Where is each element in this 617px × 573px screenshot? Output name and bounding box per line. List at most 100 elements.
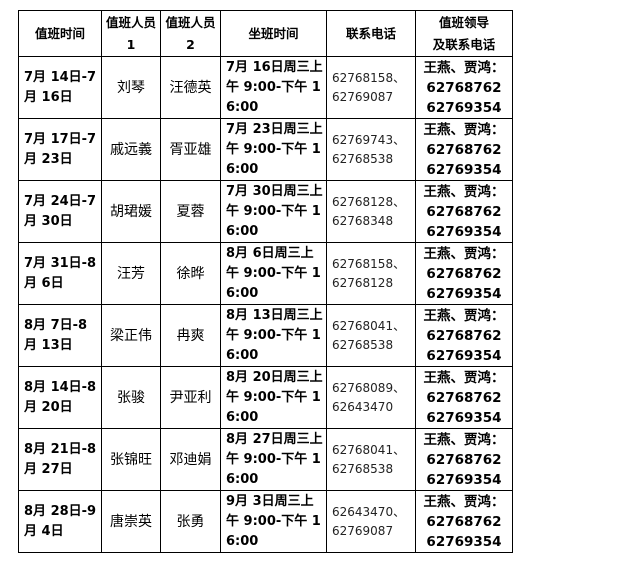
duty-schedule-table: 值班时间 值班人员 1 值班人员 2 坐班时间 联系电话 值班领导及联系电话 7月 … xyxy=(18,10,513,553)
table-row: 8月 21日-8月 27日 张锦旺 邓迪娟 8月 27日周三上午 9:00-下午 16… xyxy=(18,428,513,491)
table-row: 8月 28日-9月 4日 唐崇英 张勇 9月 3日周三上午 9:00-下午 16:00… xyxy=(18,490,513,553)
leader-contact: 王燕、贾鸿： 62768762 62769354 xyxy=(415,366,513,429)
phone-1: 62768041、 xyxy=(332,318,406,333)
leader-names: 王燕、贾鸿： xyxy=(423,245,505,262)
header-staff1-number: 1 xyxy=(126,36,136,52)
phone-2: 62768348 xyxy=(332,213,394,228)
staff1-name: 刘琴 xyxy=(101,56,161,119)
leader-phone-1: 62768762 xyxy=(426,451,502,468)
staff1-name: 汪芳 xyxy=(101,242,161,305)
contact-phone: 62768089、 62643470 xyxy=(326,366,416,429)
leader-names: 王燕、贾鸿： xyxy=(423,59,505,76)
phone-1: 62769743、 xyxy=(332,132,406,147)
phone-1: 62768158、 xyxy=(332,256,406,271)
phone-1: 62768089、 xyxy=(332,380,406,395)
duty-date: 7月 31日-8月 6日 xyxy=(18,242,102,305)
header-row: 值班时间 值班人员 1 值班人员 2 坐班时间 联系电话 值班领导及联系电话 xyxy=(18,10,513,57)
staff1-name: 胡珺媛 xyxy=(101,180,161,243)
leader-phone-2: 62769354 xyxy=(426,533,502,550)
header-staff2-label: 值班人员 xyxy=(165,14,216,30)
phone-1: 62768128、 xyxy=(332,194,406,209)
staff1-name: 梁正伟 xyxy=(101,304,161,367)
staff2-name: 徐晔 xyxy=(160,242,221,305)
header-date: 值班时间 xyxy=(18,10,102,57)
table-row: 7月 17日-7月 23日 戚远義 胥亚雄 7月 23日周三上午 9:00-下午 16… xyxy=(18,118,513,181)
leader-contact: 王燕、贾鸿： 62768762 62769354 xyxy=(415,56,513,119)
leader-phone-1: 62768762 xyxy=(426,389,502,406)
contact-phone: 62768041、 62768538 xyxy=(326,304,416,367)
staff2-name: 冉爽 xyxy=(160,304,221,367)
duty-date: 8月 28日-9月 4日 xyxy=(18,490,102,553)
staff2-name: 汪德英 xyxy=(160,56,221,119)
staff2-name: 邓迪娟 xyxy=(160,428,221,491)
phone-2: 62769087 xyxy=(332,523,394,538)
shift-time: 7月 30日周三上午 9:00-下午 16:00 xyxy=(220,180,327,243)
leader-contact: 王燕、贾鸿： 62768762 62769354 xyxy=(415,428,513,491)
duty-date: 7月 14日-7月 16日 xyxy=(18,56,102,119)
shift-time: 8月 27日周三上午 9:00-下午 16:00 xyxy=(220,428,327,491)
shift-time: 7月 16日周三上午 9:00-下午 16:00 xyxy=(220,56,327,119)
table-row: 8月 14日-8月 20日 张骏 尹亚利 8月 20日周三上午 9:00-下午 16:… xyxy=(18,366,513,429)
header-leader: 值班领导 及联系电话 xyxy=(415,10,513,57)
header-staff2-number: 2 xyxy=(186,36,195,52)
leader-phone-1: 62768762 xyxy=(426,141,502,158)
leader-names: 王燕、贾鸿： xyxy=(423,493,505,510)
leader-phone-2: 62769354 xyxy=(426,161,502,178)
phone-2: 62768538 xyxy=(332,461,394,476)
leader-phone-2: 62769354 xyxy=(426,223,502,240)
leader-contact: 王燕、贾鸿： 62768762 62769354 xyxy=(415,242,513,305)
leader-phone-1: 62768762 xyxy=(426,79,502,96)
duty-date: 8月 21日-8月 27日 xyxy=(18,428,102,491)
phone-2: 62643470 xyxy=(332,399,394,414)
table-row: 8月 7日-8月 13日 梁正伟 冉爽 8月 13日周三上午 9:00-下午 16:0… xyxy=(18,304,513,367)
staff2-name: 尹亚利 xyxy=(160,366,221,429)
leader-phone-1: 62768762 xyxy=(426,327,502,344)
leader-phone-1: 62768762 xyxy=(426,513,502,530)
contact-phone: 62768128、 62768348 xyxy=(326,180,416,243)
leader-phone-1: 62768762 xyxy=(426,265,502,282)
leader-contact: 王燕、贾鸿： 62768762 62769354 xyxy=(415,118,513,181)
staff2-name: 夏蓉 xyxy=(160,180,221,243)
leader-phone-2: 62769354 xyxy=(426,409,502,426)
header-shift: 坐班时间 xyxy=(220,10,327,57)
leader-contact: 王燕、贾鸿： 62768762 62769354 xyxy=(415,304,513,367)
contact-phone: 62768041、 62768538 xyxy=(326,428,416,491)
leader-names: 王燕、贾鸿： xyxy=(423,431,505,448)
staff1-name: 张骏 xyxy=(101,366,161,429)
shift-time: 8月 20日周三上午 9:00-下午 16:00 xyxy=(220,366,327,429)
leader-phone-2: 62769354 xyxy=(426,285,502,302)
leader-names: 王燕、贾鸿： xyxy=(423,183,505,200)
leader-names: 王燕、贾鸿： xyxy=(423,121,505,138)
leader-phone-2: 62769354 xyxy=(426,471,502,488)
phone-2: 62768538 xyxy=(332,151,394,166)
staff2-name: 胥亚雄 xyxy=(160,118,221,181)
duty-date: 8月 7日-8月 13日 xyxy=(18,304,102,367)
contact-phone: 62768158、 62769087 xyxy=(326,56,416,119)
duty-date: 7月 24日-7月 30日 xyxy=(18,180,102,243)
phone-2: 62768128 xyxy=(332,275,394,290)
leader-phone-1: 62768762 xyxy=(426,203,502,220)
leader-contact: 王燕、贾鸿： 62768762 62769354 xyxy=(415,180,513,243)
phone-2: 62768538 xyxy=(332,337,394,352)
shift-time: 9月 3日周三上午 9:00-下午 16:00 xyxy=(220,490,327,553)
shift-time: 8月 6日周三上午 9:00-下午 16:00 xyxy=(220,242,327,305)
header-staff1: 值班人员 1 xyxy=(101,10,161,57)
header-staff2: 值班人员 2 xyxy=(160,10,221,57)
table-row: 7月 24日-7月 30日 胡珺媛 夏蓉 7月 30日周三上午 9:00-下午 16:… xyxy=(18,180,513,243)
table-row: 7月 14日-7月 16日 刘琴 汪德英 7月 16日周三上午 9:00-下午 16:… xyxy=(18,56,513,119)
leader-names: 王燕、贾鸿： xyxy=(423,369,505,386)
contact-phone: 62768158、 62768128 xyxy=(326,242,416,305)
staff1-name: 戚远義 xyxy=(101,118,161,181)
staff2-name: 张勇 xyxy=(160,490,221,553)
staff1-name: 张锦旺 xyxy=(101,428,161,491)
table-row: 7月 31日-8月 6日 汪芳 徐晔 8月 6日周三上午 9:00-下午 16:00 6… xyxy=(18,242,513,305)
phone-2: 62769087 xyxy=(332,89,394,104)
header-phone: 联系电话 xyxy=(326,10,416,57)
header-staff1-label: 值班人员 xyxy=(105,14,156,30)
header-leader-label-2: 及联系电话 xyxy=(432,36,496,52)
phone-1: 62768158、 xyxy=(332,70,406,85)
shift-time: 7月 23日周三上午 9:00-下午 16:00 xyxy=(220,118,327,181)
leader-names: 王燕、贾鸿： xyxy=(423,307,505,324)
header-leader-label: 值班领导 xyxy=(438,14,489,30)
duty-date: 8月 14日-8月 20日 xyxy=(18,366,102,429)
